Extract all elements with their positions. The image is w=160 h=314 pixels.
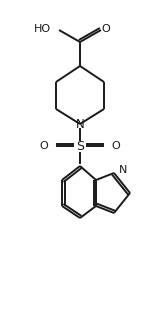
Text: O: O [102, 24, 110, 34]
Text: S: S [76, 139, 84, 153]
Text: HO: HO [34, 24, 51, 34]
Text: O: O [112, 141, 120, 151]
Text: N: N [76, 117, 84, 131]
Text: O: O [40, 141, 48, 151]
Text: N: N [119, 165, 127, 175]
